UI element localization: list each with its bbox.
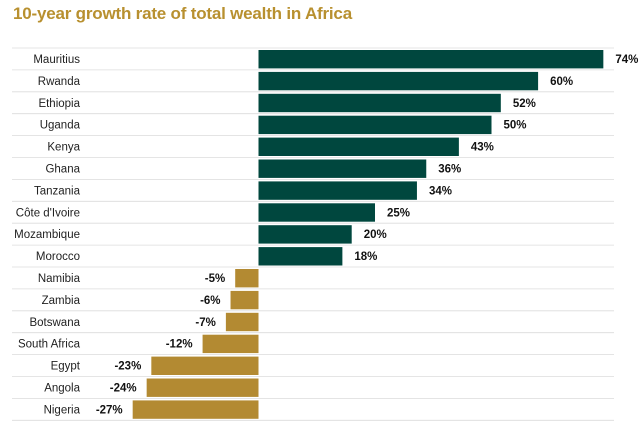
- category-label: Angola: [44, 382, 80, 394]
- bar: [258, 71, 539, 91]
- category-label: Namibia: [38, 273, 81, 285]
- category-label: Mauritius: [33, 54, 80, 66]
- value-label: 60%: [550, 76, 573, 88]
- bar: [258, 225, 352, 244]
- value-label: -23%: [114, 361, 141, 373]
- bar: [132, 400, 259, 419]
- value-label: -24%: [110, 382, 137, 394]
- category-label: Zambia: [42, 295, 81, 307]
- bar: [235, 269, 259, 288]
- value-label: 20%: [364, 229, 387, 241]
- bar: [225, 312, 259, 332]
- value-label: 34%: [429, 185, 452, 197]
- value-label: 36%: [438, 163, 461, 175]
- bar: [202, 334, 259, 354]
- category-label: Kenya: [47, 142, 80, 154]
- category-label: Uganda: [40, 120, 81, 132]
- value-label: -12%: [166, 339, 193, 351]
- category-label: Tanzania: [34, 185, 81, 197]
- category-label: South Africa: [18, 339, 81, 351]
- bar: [151, 356, 259, 375]
- value-label: -6%: [200, 295, 220, 307]
- category-label: Mozambique: [14, 229, 80, 241]
- value-label: 25%: [387, 207, 410, 219]
- bar: [258, 137, 459, 156]
- bar: [258, 203, 375, 222]
- value-label: -5%: [205, 273, 225, 285]
- value-label: 18%: [354, 251, 377, 263]
- bar: [230, 290, 259, 310]
- category-label: Ethiopia: [38, 98, 80, 110]
- category-label: Morocco: [36, 251, 80, 263]
- category-label: Côte d'Ivoire: [16, 207, 80, 219]
- category-label: Nigeria: [44, 404, 81, 416]
- category-label: Rwanda: [38, 76, 81, 88]
- value-label: 52%: [513, 98, 536, 110]
- bar: [258, 247, 343, 266]
- value-label: -7%: [195, 317, 215, 329]
- value-label: 50%: [504, 120, 527, 132]
- bar: [258, 159, 427, 178]
- bar: [258, 50, 604, 69]
- chart-title: 10-year growth rate of total wealth in A…: [13, 4, 352, 23]
- category-label: Egypt: [51, 361, 81, 373]
- category-label: Botswana: [29, 317, 80, 329]
- bar: [258, 93, 501, 113]
- value-label: 43%: [471, 142, 494, 154]
- bar: [146, 378, 259, 397]
- bar: [258, 115, 492, 135]
- category-label: Ghana: [45, 163, 80, 175]
- bar: [258, 181, 417, 200]
- value-label: -27%: [96, 404, 123, 416]
- value-label: 74%: [615, 54, 638, 66]
